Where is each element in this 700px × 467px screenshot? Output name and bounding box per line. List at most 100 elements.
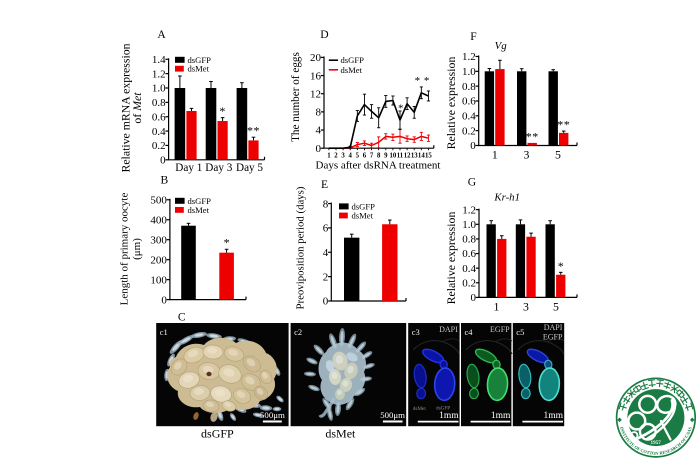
svg-text:*: * (558, 259, 564, 273)
svg-text:DAPI: DAPI (544, 323, 563, 332)
svg-text:0.6: 0.6 (462, 248, 476, 260)
svg-text:*: * (224, 235, 230, 249)
svg-text:0.6: 0.6 (462, 96, 476, 108)
svg-text:F: F (470, 30, 477, 43)
svg-text:1.0: 1.0 (462, 66, 476, 78)
svg-text:Day 1: Day 1 (175, 162, 202, 174)
svg-text:Relative expression: Relative expression (444, 212, 458, 305)
svg-text:0.6: 0.6 (152, 111, 166, 123)
svg-text:1.2: 1.2 (152, 68, 166, 80)
svg-text:6: 6 (363, 152, 367, 159)
svg-text:1mm: 1mm (439, 411, 459, 421)
svg-text:4: 4 (316, 125, 322, 137)
svg-text:0.4: 0.4 (152, 126, 166, 138)
svg-text:0.4: 0.4 (462, 111, 476, 123)
svg-text:1.2: 1.2 (462, 51, 476, 63)
svg-text:E: E (321, 178, 328, 191)
svg-text:11: 11 (397, 152, 404, 159)
svg-text:14: 14 (418, 152, 425, 159)
svg-text:1957: 1957 (651, 440, 662, 446)
svg-text:* *: * * (415, 75, 430, 87)
svg-text:1: 1 (492, 148, 498, 162)
svg-text:D: D (320, 28, 328, 41)
svg-text:1: 1 (493, 300, 499, 314)
svg-text:0: 0 (161, 294, 167, 306)
svg-text:0.2: 0.2 (462, 125, 476, 137)
svg-text:500μm: 500μm (260, 410, 285, 420)
svg-text:20: 20 (310, 52, 322, 64)
svg-text:3: 3 (523, 300, 529, 314)
svg-text:0.2: 0.2 (152, 140, 166, 152)
svg-text:500μm: 500μm (380, 410, 405, 420)
svg-text:Kr-h1: Kr-h1 (493, 191, 520, 203)
svg-text:12: 12 (310, 88, 321, 100)
svg-text:dsGFP: dsGFP (188, 196, 212, 206)
svg-text:dsGFP: dsGFP (352, 201, 376, 211)
svg-text:dsMet: dsMet (341, 65, 363, 75)
svg-text:400: 400 (150, 214, 167, 226)
svg-text:dsMet: dsMet (325, 426, 356, 440)
svg-text:c3: c3 (412, 327, 420, 337)
svg-text:**: ** (557, 118, 570, 132)
svg-text:8: 8 (316, 107, 322, 119)
svg-text:8: 8 (323, 198, 329, 210)
svg-text:0.8: 0.8 (152, 97, 166, 109)
svg-text:1mm: 1mm (491, 411, 511, 421)
svg-text:Preoviposition period (days): Preoviposition period (days) (295, 186, 307, 309)
svg-text:**: ** (247, 124, 260, 138)
svg-text:c1: c1 (160, 327, 168, 337)
svg-text:9: 9 (384, 152, 388, 159)
svg-text:13: 13 (411, 152, 418, 159)
svg-text:7: 7 (370, 152, 374, 159)
svg-text:EGFP: EGFP (490, 325, 510, 334)
svg-text:0.4: 0.4 (462, 263, 476, 275)
svg-text:A: A (157, 28, 166, 41)
svg-text:dsMet: dsMet (188, 205, 210, 215)
svg-text:0.8: 0.8 (462, 234, 476, 246)
svg-text:C: C (178, 311, 186, 324)
svg-text:dsMet: dsMet (352, 210, 374, 220)
svg-text:100: 100 (150, 274, 167, 286)
svg-text:2: 2 (323, 271, 329, 283)
svg-text:of Met: of Met (130, 92, 144, 124)
svg-text:1.4: 1.4 (152, 54, 166, 66)
svg-text:12: 12 (404, 152, 411, 159)
svg-text:*: * (398, 103, 404, 115)
svg-text:0.8: 0.8 (462, 81, 476, 93)
svg-text:15: 15 (425, 152, 432, 159)
svg-text:0: 0 (160, 155, 166, 167)
svg-text:1.2: 1.2 (462, 204, 476, 216)
svg-text:G: G (468, 175, 477, 188)
svg-text:0: 0 (323, 296, 329, 308)
svg-text:c2: c2 (294, 327, 302, 337)
svg-text:4: 4 (323, 247, 329, 259)
svg-text:1mm: 1mm (543, 411, 563, 421)
svg-text:200: 200 (150, 254, 167, 266)
svg-text:0: 0 (316, 143, 322, 155)
svg-text:4: 4 (349, 152, 353, 159)
svg-text:10: 10 (389, 152, 396, 159)
svg-text:6: 6 (323, 223, 329, 235)
svg-text:B: B (161, 174, 169, 187)
svg-text:1.0: 1.0 (462, 219, 476, 231)
svg-text:8: 8 (377, 152, 381, 159)
svg-text:500: 500 (150, 194, 167, 206)
svg-text:3: 3 (341, 152, 345, 159)
svg-text:Relative expression: Relative expression (444, 57, 458, 150)
svg-text:Day 5: Day 5 (236, 162, 263, 174)
svg-text:dsMet: dsMet (413, 406, 427, 412)
svg-text:300: 300 (150, 234, 167, 246)
svg-text:Relative mRNA expression: Relative mRNA expression (119, 43, 133, 172)
svg-text:0: 0 (471, 292, 477, 304)
svg-text:dsMet: dsMet (188, 64, 210, 74)
svg-text:EGFP: EGFP (543, 332, 563, 341)
svg-text:5: 5 (356, 152, 360, 159)
svg-text:0.2: 0.2 (462, 277, 476, 289)
svg-text:*: * (219, 104, 226, 118)
svg-text:Vg: Vg (495, 40, 508, 52)
svg-text:c4: c4 (465, 327, 474, 337)
svg-text:5: 5 (553, 300, 559, 314)
svg-text:dsGFP: dsGFP (201, 426, 234, 440)
svg-text:DAPI: DAPI (439, 325, 458, 334)
svg-text:16: 16 (310, 70, 322, 82)
